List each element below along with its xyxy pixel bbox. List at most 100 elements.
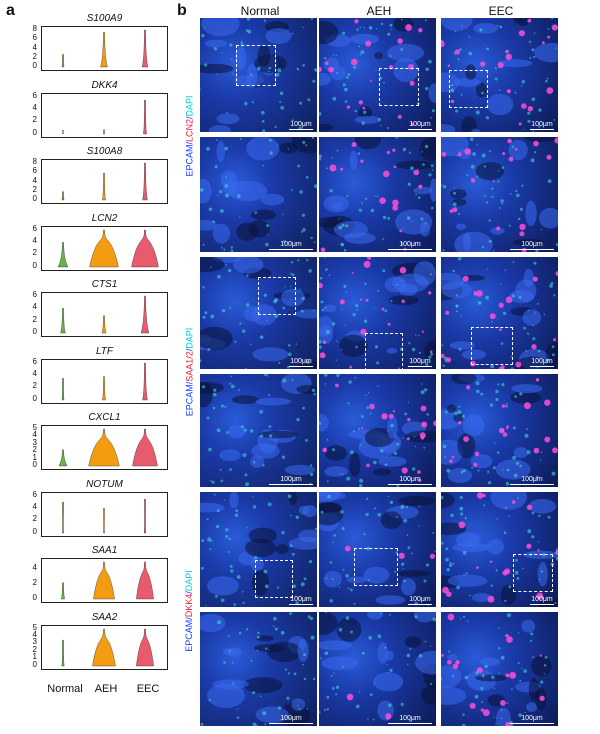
micrograph-texture xyxy=(441,613,552,726)
scale-bar-label: 100μm xyxy=(531,358,553,365)
micrograph-texture xyxy=(319,137,436,252)
scale-bar-label: 100μm xyxy=(399,476,421,483)
y-tick-label: 2 xyxy=(32,184,37,194)
y-tick-label: 0 xyxy=(32,127,37,137)
stain-label-part: EPCAM xyxy=(183,384,194,417)
zoom-region-box xyxy=(236,45,276,86)
scale-bar: 100μm xyxy=(269,241,313,250)
y-tick-label: 4 xyxy=(32,102,37,112)
y-tick-label: 2 xyxy=(32,514,37,524)
scale-bar-label: 100μm xyxy=(290,358,312,365)
gene-label: SAA1 xyxy=(91,545,118,556)
zoom-region-box xyxy=(258,277,296,315)
y-tick-label: 0 xyxy=(32,260,37,270)
scale-bar-line xyxy=(269,249,313,250)
x-label-aeh: AEH xyxy=(94,683,118,695)
violin-aeh xyxy=(93,561,115,600)
stain-label: EPCAM/DKK4/DAPI xyxy=(184,570,194,652)
scale-bar-line xyxy=(388,723,432,724)
violin-aeh xyxy=(103,128,105,134)
gene-label: S100A9 xyxy=(86,13,123,24)
gene-label: LTF xyxy=(95,345,114,357)
stain-label-part: SAA1/2 xyxy=(183,351,194,382)
y-tick-label: 8 xyxy=(32,24,37,33)
scale-bar-line xyxy=(289,129,313,130)
scale-bar: 100μm xyxy=(408,596,432,605)
micrograph-tile: 100μm xyxy=(319,18,436,132)
micrograph-tile: 100μm xyxy=(441,137,558,252)
stain-label-part: DAPI xyxy=(184,95,195,117)
y-tick-label: 2 xyxy=(32,644,37,654)
scale-bar-line xyxy=(408,129,432,130)
y-tick-label: 6 xyxy=(32,290,37,299)
zoom-region-box xyxy=(354,548,398,586)
y-tick-label: 6 xyxy=(32,90,37,100)
y-tick-label: 0 xyxy=(32,526,37,536)
micrograph-texture xyxy=(319,492,436,606)
y-tick-label: 0 xyxy=(32,460,37,469)
x-label-eec: EEC xyxy=(136,683,160,695)
violin-normal xyxy=(59,449,67,467)
gene-label: DKK4 xyxy=(91,79,118,91)
scale-bar-label: 100μm xyxy=(290,596,312,603)
scale-bar-line xyxy=(269,723,313,724)
y-tick-label: 6 xyxy=(32,223,37,233)
zoom-region-box xyxy=(255,560,293,598)
violin-eec xyxy=(144,498,146,533)
micrograph-texture xyxy=(441,18,558,132)
violin-aeh xyxy=(100,32,108,68)
stain-label-part: / xyxy=(183,348,194,352)
violin-plot xyxy=(41,624,168,670)
violin-eec xyxy=(136,628,154,666)
violin-plot xyxy=(41,358,168,404)
micrograph-tile: 100μm xyxy=(441,612,558,726)
y-tick-label: 2 xyxy=(32,51,37,61)
scale-bar: 100μm xyxy=(289,596,313,605)
micrograph-tile: 100μm xyxy=(200,612,317,726)
violin-normal xyxy=(58,241,68,267)
micrograph-texture xyxy=(319,257,436,369)
scale-bar: 100μm xyxy=(408,121,432,130)
violin-eec xyxy=(131,229,159,267)
violin-normal xyxy=(61,582,65,600)
y-tick-label: 6 xyxy=(32,33,37,43)
violin-aeh xyxy=(88,428,120,467)
violin-normal xyxy=(61,639,65,666)
y-tick-label: 3 xyxy=(32,637,37,647)
stain-label-part: / xyxy=(183,617,194,620)
scale-bar-line xyxy=(388,484,432,485)
x-label-normal: Normal xyxy=(47,683,83,695)
micrograph-tile: 100μm xyxy=(319,137,436,252)
y-tick-label: 0 xyxy=(32,593,37,602)
violin-eec xyxy=(143,99,147,134)
violin-aeh xyxy=(92,628,116,666)
micrograph-texture xyxy=(200,374,317,487)
micrograph-tile: 100μm xyxy=(441,257,558,369)
scale-bar-label: 100μm xyxy=(521,241,543,248)
panel-a-letter: a xyxy=(6,2,15,19)
zoom-region-box xyxy=(379,68,419,106)
scale-bar-label: 100μm xyxy=(290,121,312,128)
y-tick-label: 0 xyxy=(32,194,37,203)
violin-plot xyxy=(41,558,168,603)
y-tick-label: 5 xyxy=(32,622,37,632)
scale-bar-label: 100μm xyxy=(280,715,302,722)
scale-bar-label: 100μm xyxy=(521,715,543,722)
scale-bar: 100μm xyxy=(388,715,432,724)
y-tick-label: 5 xyxy=(32,423,37,432)
micrograph-texture xyxy=(441,137,558,252)
stain-label-part: LCN2 xyxy=(184,118,195,143)
violin-normal xyxy=(61,377,65,400)
y-tick-label: 0 xyxy=(32,393,37,403)
micrograph-texture xyxy=(200,18,317,132)
violin-svg xyxy=(61,561,154,600)
y-tick-label: 4 xyxy=(32,42,37,52)
violin-aeh xyxy=(89,229,119,267)
violin-svg xyxy=(61,29,149,68)
zoom-region-box xyxy=(513,554,553,592)
gene-label: CXCL1 xyxy=(88,412,121,423)
scale-bar-line xyxy=(510,249,554,250)
stain-label: EPCAM/LCN2/DAPI xyxy=(184,95,194,176)
micrograph-tile: 100μm xyxy=(200,257,317,369)
scale-bar-line xyxy=(530,129,554,130)
